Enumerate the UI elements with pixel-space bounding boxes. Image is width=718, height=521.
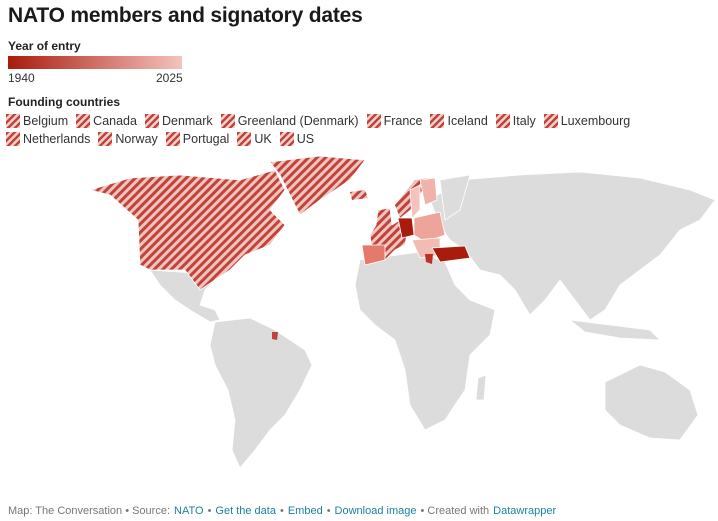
legend-label: US [296, 131, 315, 146]
legend-swatch [279, 131, 294, 146]
legend-item: Iceland [430, 113, 488, 128]
greenland-founding [269, 155, 366, 216]
legend-label: Norway [115, 131, 158, 146]
footer-text: Map: The Conversation • Source: [8, 505, 171, 517]
land [149, 171, 716, 469]
legend-item: UK [237, 131, 272, 146]
iceland-founding [350, 190, 368, 200]
legend-swatch [6, 113, 20, 128]
world-map [88, 155, 716, 469]
legend-item: Greenland (Denmark) [220, 113, 359, 128]
legend-item: Denmark [144, 113, 213, 128]
legend-label: France [383, 113, 423, 128]
scale-min-label: 1940 [8, 71, 35, 85]
legend-label: Italy [512, 113, 536, 128]
legend-label: Portugal [182, 131, 230, 146]
footer-text: • [326, 505, 331, 517]
legend-label: Luxembourg [560, 113, 631, 128]
legend-swatch [220, 113, 235, 128]
greece [425, 254, 433, 264]
legend-item: Belgium [6, 113, 68, 128]
footer-text: • [279, 505, 284, 517]
legend-swatch [98, 131, 113, 146]
legend-title: Year of entry [8, 39, 81, 53]
central-east-europe [413, 211, 446, 243]
legend-item: Luxembourg [543, 113, 631, 128]
legend-item: Canada [76, 113, 137, 128]
finland [419, 177, 438, 206]
legend-label: Denmark [161, 113, 213, 128]
footer-link[interactable]: Embed [287, 505, 323, 517]
legend-swatch [144, 113, 159, 128]
legend-label: Iceland [447, 113, 488, 128]
legend-swatch [430, 113, 445, 128]
legend-item: France [366, 113, 423, 128]
legend-swatch [76, 113, 91, 128]
founding-title: Founding countries [8, 95, 120, 109]
legend-swatch [165, 131, 180, 146]
legend-item: Netherlands [6, 131, 90, 146]
legend-label: UK [254, 131, 272, 146]
legend-swatch [366, 113, 381, 128]
legend-item: Portugal [165, 131, 230, 146]
legend-label: Belgium [23, 113, 69, 128]
footer-text: • Created with [420, 505, 490, 517]
title: NATO members and signatory dates [8, 4, 363, 27]
founding-legend: Belgium Canada Denmark Greenland (Denmark) F… [6, 113, 718, 146]
legend-swatch [237, 131, 252, 146]
legend-item: Italy [495, 113, 536, 128]
legend-label: Canada [93, 113, 137, 128]
footer-link[interactable]: Get the data [215, 505, 276, 517]
legend-item: US [279, 131, 315, 146]
footer-link[interactable]: Datawrapper [493, 505, 557, 517]
legend-swatch [6, 131, 20, 146]
legend-label: Netherlands [23, 131, 91, 146]
color-scale [8, 56, 182, 69]
sweden [409, 184, 421, 219]
scale-max-label: 2025 [156, 71, 183, 85]
footer: Map: The Conversation • Source: NATO • Get … [8, 505, 560, 517]
footer-link[interactable]: NATO [174, 505, 204, 517]
footer-link[interactable]: Download image [334, 505, 417, 517]
legend-item: Norway [98, 131, 158, 146]
legend-label: Greenland (Denmark) [237, 113, 359, 128]
footer-text: • [207, 505, 212, 517]
north-america-founding [88, 169, 286, 291]
french-guiana [272, 332, 278, 340]
iberia [361, 244, 386, 266]
legend-swatch [543, 113, 558, 128]
turkey [431, 245, 471, 263]
legend-swatch [495, 113, 510, 128]
